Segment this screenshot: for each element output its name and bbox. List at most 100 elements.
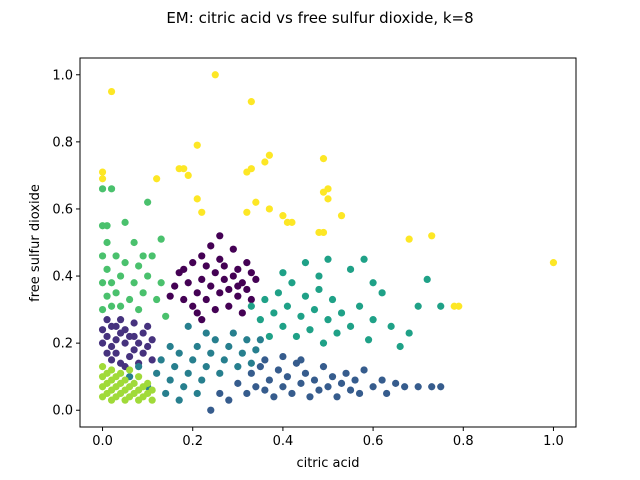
scatter-point xyxy=(301,259,310,267)
scatter-point xyxy=(333,329,341,337)
scatter-point xyxy=(324,195,332,203)
scatter-point xyxy=(107,366,116,374)
scatter-point xyxy=(193,342,201,351)
scatter-point xyxy=(139,329,147,337)
scatter-point xyxy=(428,232,436,240)
scatter-point xyxy=(198,275,206,283)
scatter-point xyxy=(121,259,129,267)
scatter-point xyxy=(112,336,120,344)
scatter-point xyxy=(193,195,201,203)
scatter-point xyxy=(252,198,260,206)
scatter-point xyxy=(103,332,111,341)
scatter-point xyxy=(180,165,188,173)
scatter-point xyxy=(256,363,264,371)
scatter-point xyxy=(288,389,296,398)
scatter-point xyxy=(392,379,400,387)
scatter-point xyxy=(261,158,269,166)
scatter-point xyxy=(247,369,255,377)
scatter-point xyxy=(103,238,111,247)
scatter-point xyxy=(112,349,120,357)
scatter-point xyxy=(234,379,242,387)
scatter-point xyxy=(261,295,269,304)
scatter-point xyxy=(346,265,355,273)
scatter-point xyxy=(225,285,233,294)
scatter-point xyxy=(346,322,355,330)
scatter-point xyxy=(180,295,188,304)
y-tick-label: 0.4 xyxy=(52,270,73,285)
scatter-point xyxy=(121,339,129,347)
scatter-point xyxy=(328,373,337,381)
scatter-point xyxy=(135,363,143,371)
y-tick-label: 0.8 xyxy=(52,135,73,150)
y-tick-label: 1.0 xyxy=(52,68,73,83)
scatter-point xyxy=(121,376,129,384)
scatter-point xyxy=(455,302,463,310)
plot-frame xyxy=(79,57,577,428)
scatter-point xyxy=(310,376,319,384)
scatter-point xyxy=(220,275,228,283)
scatter-point xyxy=(383,389,391,398)
scatter-point xyxy=(202,329,210,337)
scatter-point xyxy=(279,212,287,220)
scatter-point xyxy=(207,406,215,414)
scatter-point xyxy=(103,349,111,357)
scatter-point xyxy=(175,349,183,357)
scatter-point xyxy=(369,279,377,287)
scatter-point xyxy=(437,302,445,310)
scatter-point xyxy=(324,185,332,193)
scatter-point xyxy=(319,228,328,237)
scatter-point xyxy=(261,356,269,364)
scatter-point xyxy=(297,312,305,320)
scatter-point xyxy=(148,396,156,404)
scatter-point xyxy=(378,376,386,384)
scatter-point xyxy=(184,171,192,180)
scatter-point xyxy=(243,389,251,398)
scatter-point xyxy=(360,366,368,374)
scatter-point xyxy=(265,151,273,159)
scatter-point xyxy=(319,155,328,163)
scatter-point xyxy=(148,252,156,260)
scatter-point xyxy=(225,342,233,351)
scatter-point xyxy=(107,279,116,287)
scatter-point xyxy=(207,282,215,290)
scatter-point xyxy=(121,326,129,334)
scatter-point xyxy=(315,285,323,294)
scatter-point xyxy=(279,352,287,361)
scatter-point xyxy=(216,369,224,377)
scatter-point xyxy=(153,295,161,304)
scatter-point xyxy=(162,389,170,398)
scatter-point xyxy=(297,379,305,387)
scatter-point xyxy=(265,205,273,213)
scatter-point xyxy=(180,265,188,273)
scatter-point xyxy=(180,383,188,391)
y-tick-label: 0.6 xyxy=(52,202,73,217)
scatter-point xyxy=(207,349,215,357)
x-tick-label: 0.4 xyxy=(273,434,294,449)
scatter-point xyxy=(274,289,282,297)
scatter-point xyxy=(130,319,138,327)
scatter-point xyxy=(162,312,170,320)
scatter-point xyxy=(211,336,219,344)
x-axis-ticks: 0.0 0.2 0.4 0.6 0.8 1.0 xyxy=(92,427,564,449)
x-tick-label: 0.0 xyxy=(92,434,113,449)
scatter-point xyxy=(135,373,143,381)
scatter-point xyxy=(292,332,301,341)
scatter-point xyxy=(234,265,242,273)
scatter-point xyxy=(202,295,210,304)
scatter-point xyxy=(387,322,395,330)
scatter-point xyxy=(157,356,165,364)
scatter-point xyxy=(283,373,292,381)
scatter-point xyxy=(225,396,233,404)
scatter-point xyxy=(238,349,246,357)
scatter-point xyxy=(98,168,107,176)
scatter-point xyxy=(256,336,264,344)
scatter-point xyxy=(428,383,436,391)
scatter-point xyxy=(189,302,197,310)
scatter-point xyxy=(216,255,224,263)
scatter-point xyxy=(171,282,179,290)
scatter-point xyxy=(243,259,251,267)
scatter-point xyxy=(301,292,310,300)
scatter-point xyxy=(198,376,206,384)
scatter-point xyxy=(265,332,273,341)
scatter-point xyxy=(144,379,152,387)
